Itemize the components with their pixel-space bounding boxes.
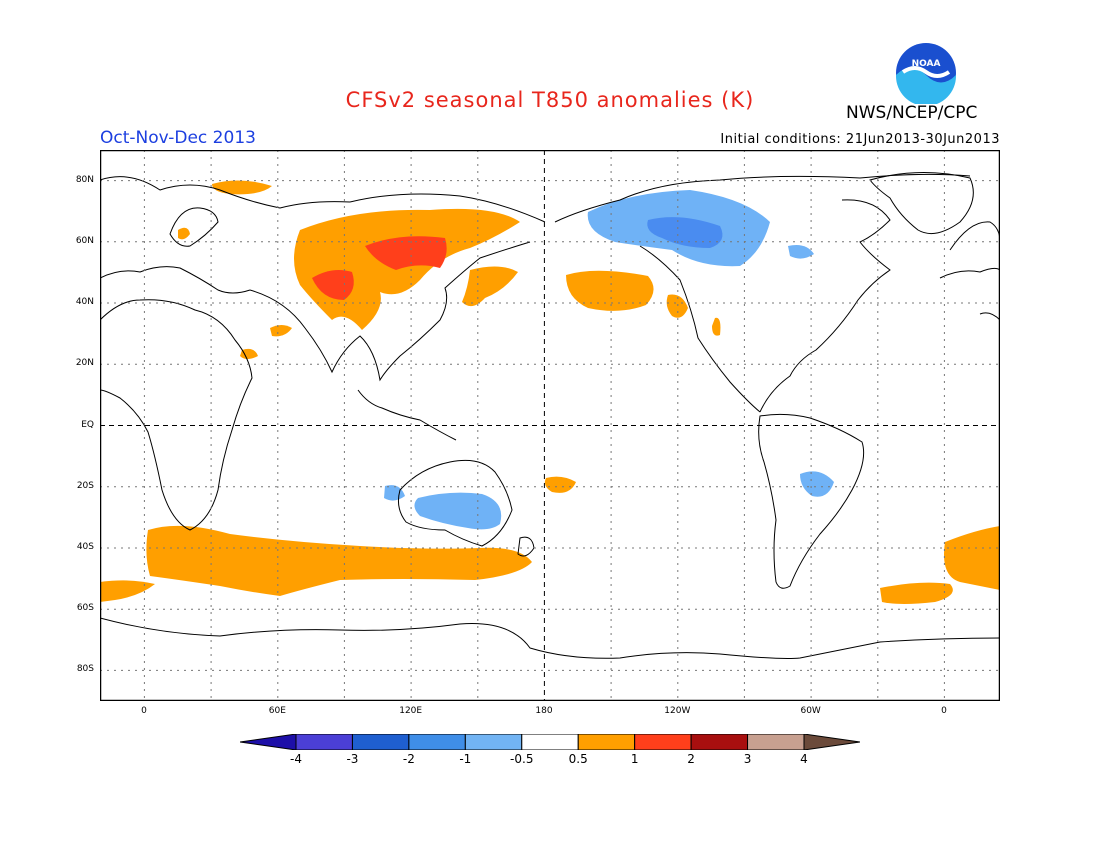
lat-label: 80S [76, 664, 94, 675]
colorbar-label: 3 [743, 752, 752, 766]
lat-label: 60S [76, 603, 94, 614]
map-frame [99, 149, 1001, 702]
period-label: Oct-Nov-Dec 2013 [100, 128, 256, 148]
warm-anomalies [100, 180, 1000, 604]
colorbar-segment [464, 733, 523, 751]
lat-label: 80N [75, 174, 94, 185]
lon-label: 0 [941, 706, 947, 716]
colorbar-label: -2 [402, 752, 415, 766]
colorbar-label: 4 [800, 752, 808, 766]
colorbar-label: 2 [687, 752, 695, 766]
colorbar-segment [295, 733, 353, 751]
lat-label: 40S [76, 541, 94, 552]
logo-text: NOAA [912, 59, 941, 69]
colorbar-segment [690, 733, 749, 751]
colorbar-segment [408, 733, 466, 751]
map-panel [99, 149, 1001, 702]
colorbar-end-low [239, 733, 297, 751]
initial-conditions-label: Initial conditions: 21Jun2013-30Jun2013 [720, 132, 1000, 147]
lon-label: 0 [141, 706, 147, 716]
lat-label: 20N [75, 358, 94, 369]
agency-label: NWS/NCEP/CPC [846, 103, 978, 123]
grid-lines [100, 150, 1000, 701]
lat-label: 40N [75, 297, 94, 308]
colorbar-label: -3 [346, 752, 359, 766]
colorbar-label: -1 [459, 752, 472, 766]
colorbar-segment [747, 733, 805, 751]
colorbar-label: -4 [290, 752, 302, 766]
strong-warm-anomalies [312, 236, 447, 300]
coastlines [99, 171, 1001, 659]
lon-label: 180 [535, 706, 553, 716]
strong-cool-anomalies [647, 217, 723, 248]
colorbar-label: 0.5 [568, 752, 588, 766]
noaa-logo: NOAA [895, 42, 957, 106]
lat-label: 60N [75, 235, 94, 246]
lon-label: 120E [399, 706, 423, 716]
colorbar-segment [634, 733, 692, 751]
colorbar-segment [351, 733, 410, 751]
colorbar-segment [577, 733, 636, 751]
lon-label: 60E [268, 706, 286, 716]
colorbar-label: 1 [630, 752, 639, 766]
lon-label: 120W [664, 706, 691, 716]
map-canvas [99, 149, 1001, 702]
colorbar [239, 733, 861, 751]
chart-title: CFSv2 seasonal T850 anomalies (K) [345, 88, 755, 112]
colorbar-segment [521, 733, 579, 751]
colorbar-end-high [803, 733, 861, 751]
lat-label: EQ [81, 419, 94, 430]
colorbar-label: -0.5 [510, 752, 534, 766]
lat-label: 20S [76, 480, 94, 491]
equator-dateline [100, 150, 1000, 701]
lon-label: 60W [800, 706, 821, 716]
